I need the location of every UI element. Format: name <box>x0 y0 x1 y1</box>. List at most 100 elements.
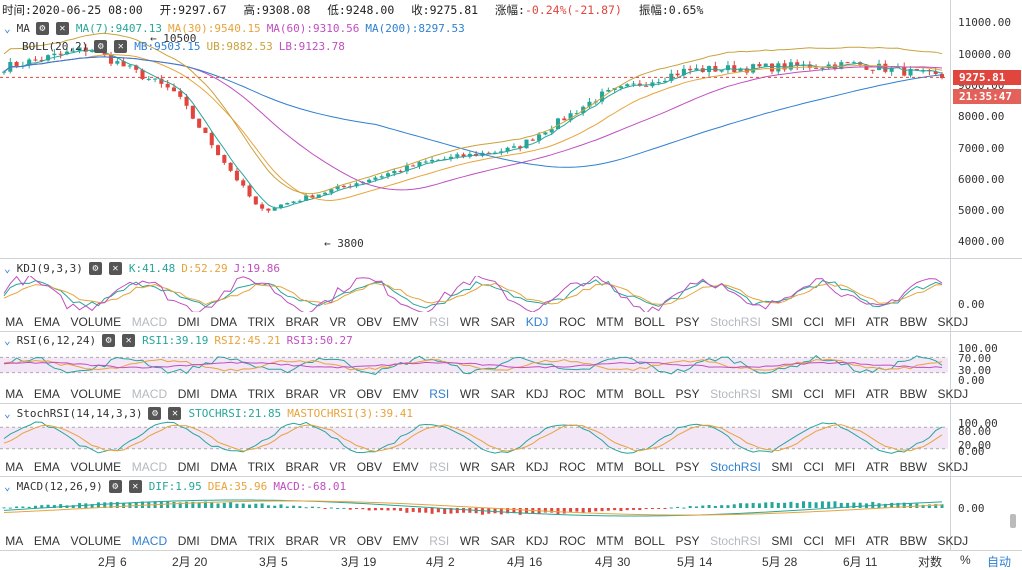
close-icon[interactable]: ✕ <box>122 334 136 347</box>
indicator-tab-brar[interactable]: BRAR <box>285 315 319 329</box>
indicator-tab-smi[interactable]: SMI <box>771 387 793 401</box>
indicator-tab-mtm[interactable]: MTM <box>596 460 624 474</box>
macd-chart[interactable] <box>0 494 950 530</box>
legend-collapse-icon[interactable]: ⌄ <box>4 334 11 347</box>
legend-collapse-icon[interactable]: ⌄ <box>4 22 11 35</box>
settings-gear-icon[interactable]: ⚙ <box>102 334 116 347</box>
indicator-tab-volume[interactable]: VOLUME <box>70 534 122 548</box>
indicator-tab-cci[interactable]: CCI <box>803 387 824 401</box>
time-axis[interactable]: 6月 11 5月 28 5月 14 4月 30 4月 16 4月 2 3月 19 3月 5 2月… <box>0 551 1022 569</box>
percent-scale-toggle[interactable]: % <box>960 553 971 567</box>
indicator-tab-kdj[interactable]: KDJ <box>525 460 549 474</box>
indicator-tab-wr[interactable]: WR <box>459 387 480 401</box>
rsi-chart[interactable] <box>0 346 950 384</box>
indicator-tab-rsi[interactable]: RSI <box>429 534 450 548</box>
indicator-tab-ema[interactable]: EMA <box>33 387 60 401</box>
indicator-tab-dmi[interactable]: DMI <box>177 315 200 329</box>
indicator-tab-atr[interactable]: ATR <box>865 315 889 329</box>
stochrsi-chart[interactable] <box>0 420 950 456</box>
legend-collapse-icon[interactable]: ⌄ <box>4 480 11 493</box>
indicator-tab-skdj[interactable]: SKDJ <box>937 534 969 548</box>
indicator-tab-volume[interactable]: VOLUME <box>70 315 122 329</box>
pane-divider[interactable] <box>0 258 1022 259</box>
indicator-tab-mfi[interactable]: MFI <box>834 460 856 474</box>
indicator-tab-dmi[interactable]: DMI <box>177 387 200 401</box>
indicator-tab-mfi[interactable]: MFI <box>834 387 856 401</box>
indicator-tab-brar[interactable]: BRAR <box>285 534 319 548</box>
indicator-tab-macd[interactable]: MACD <box>131 315 168 329</box>
indicator-tab-ma[interactable]: MA <box>5 387 24 401</box>
indicator-tab-cci[interactable]: CCI <box>803 315 824 329</box>
indicator-tab-sar[interactable]: SAR <box>490 387 516 401</box>
indicator-tab-dmi[interactable]: DMI <box>177 534 200 548</box>
indicator-tab-sar[interactable]: SAR <box>490 460 516 474</box>
indicator-tab-psy[interactable]: PSY <box>675 315 700 329</box>
settings-gear-icon[interactable]: ⚙ <box>35 22 49 35</box>
main-price-chart[interactable] <box>0 14 950 258</box>
indicator-tab-macd[interactable]: MACD <box>131 534 168 548</box>
indicator-tab-macd[interactable]: MACD <box>131 460 168 474</box>
indicator-tab-trix[interactable]: TRIX <box>247 387 275 401</box>
indicator-tab-dma[interactable]: DMA <box>210 315 237 329</box>
indicator-tab-atr[interactable]: ATR <box>865 534 889 548</box>
indicator-tab-rsi[interactable]: RSI <box>429 315 450 329</box>
indicator-tab-roc[interactable]: ROC <box>559 534 586 548</box>
indicator-tab-bbw[interactable]: BBW <box>899 387 927 401</box>
indicator-tab-volume[interactable]: VOLUME <box>70 460 122 474</box>
close-icon[interactable]: ✕ <box>168 407 182 420</box>
indicator-tab-rsi[interactable]: RSI <box>429 460 450 474</box>
indicator-tab-atr[interactable]: ATR <box>865 387 889 401</box>
indicator-tab-mtm[interactable]: MTM <box>596 387 624 401</box>
auto-scale-toggle[interactable]: 自动 <box>987 555 1012 569</box>
indicator-tab-kdj[interactable]: KDJ <box>525 315 549 329</box>
indicator-tab-mtm[interactable]: MTM <box>596 534 624 548</box>
indicator-tab-bbw[interactable]: BBW <box>899 534 927 548</box>
close-icon[interactable]: ✕ <box>128 480 142 493</box>
indicator-tab-kdj[interactable]: KDJ <box>525 534 549 548</box>
indicator-tab-stochrsi[interactable]: StochRSI <box>710 315 761 329</box>
pane-resize-handle[interactable] <box>1010 514 1016 528</box>
settings-gear-icon[interactable]: ⚙ <box>148 407 162 420</box>
indicator-tab-ema[interactable]: EMA <box>33 315 60 329</box>
indicator-tab-dma[interactable]: DMA <box>210 534 237 548</box>
indicator-tab-atr[interactable]: ATR <box>865 460 889 474</box>
log-scale-toggle[interactable]: 对数 <box>918 555 943 569</box>
indicator-tab-smi[interactable]: SMI <box>771 315 793 329</box>
indicator-tab-stochrsi[interactable]: StochRSI <box>710 534 761 548</box>
indicator-tab-ema[interactable]: EMA <box>33 534 60 548</box>
legend-collapse-icon[interactable]: ⌄ <box>4 262 11 275</box>
indicator-tab-roc[interactable]: ROC <box>559 315 586 329</box>
indicator-tab-emv[interactable]: EMV <box>392 315 419 329</box>
indicator-tab-cci[interactable]: CCI <box>803 534 824 548</box>
indicator-tab-vr[interactable]: VR <box>329 387 347 401</box>
indicator-tab-cci[interactable]: CCI <box>803 460 824 474</box>
close-icon[interactable]: ✕ <box>114 40 128 53</box>
indicator-tab-sar[interactable]: SAR <box>490 315 516 329</box>
indicator-tab-skdj[interactable]: SKDJ <box>937 315 969 329</box>
pane-divider[interactable] <box>0 331 1022 332</box>
settings-gear-icon[interactable]: ⚙ <box>88 262 102 275</box>
indicator-tab-mtm[interactable]: MTM <box>596 315 624 329</box>
indicator-tab-obv[interactable]: OBV <box>356 534 383 548</box>
indicator-tab-boll[interactable]: BOLL <box>634 387 665 401</box>
close-icon[interactable]: ✕ <box>55 22 69 35</box>
close-icon[interactable]: ✕ <box>108 262 122 275</box>
indicator-tab-dma[interactable]: DMA <box>210 460 237 474</box>
indicator-tab-stochrsi[interactable]: StochRSI <box>710 387 761 401</box>
indicator-tab-emv[interactable]: EMV <box>392 534 419 548</box>
indicator-tab-stochrsi[interactable]: StochRSI <box>710 460 761 474</box>
pane-divider[interactable] <box>0 403 1022 404</box>
indicator-tab-emv[interactable]: EMV <box>392 387 419 401</box>
indicator-tab-ma[interactable]: MA <box>5 460 24 474</box>
indicator-tab-mfi[interactable]: MFI <box>834 315 856 329</box>
indicator-tab-mfi[interactable]: MFI <box>834 534 856 548</box>
indicator-tab-sar[interactable]: SAR <box>490 534 516 548</box>
indicator-tab-psy[interactable]: PSY <box>675 534 700 548</box>
indicator-tab-vr[interactable]: VR <box>329 315 347 329</box>
indicator-tab-skdj[interactable]: SKDJ <box>937 460 969 474</box>
indicator-tab-volume[interactable]: VOLUME <box>70 387 122 401</box>
indicator-tab-trix[interactable]: TRIX <box>247 534 275 548</box>
indicator-tab-smi[interactable]: SMI <box>771 534 793 548</box>
indicator-tab-roc[interactable]: ROC <box>559 460 586 474</box>
indicator-tab-macd[interactable]: MACD <box>131 387 168 401</box>
